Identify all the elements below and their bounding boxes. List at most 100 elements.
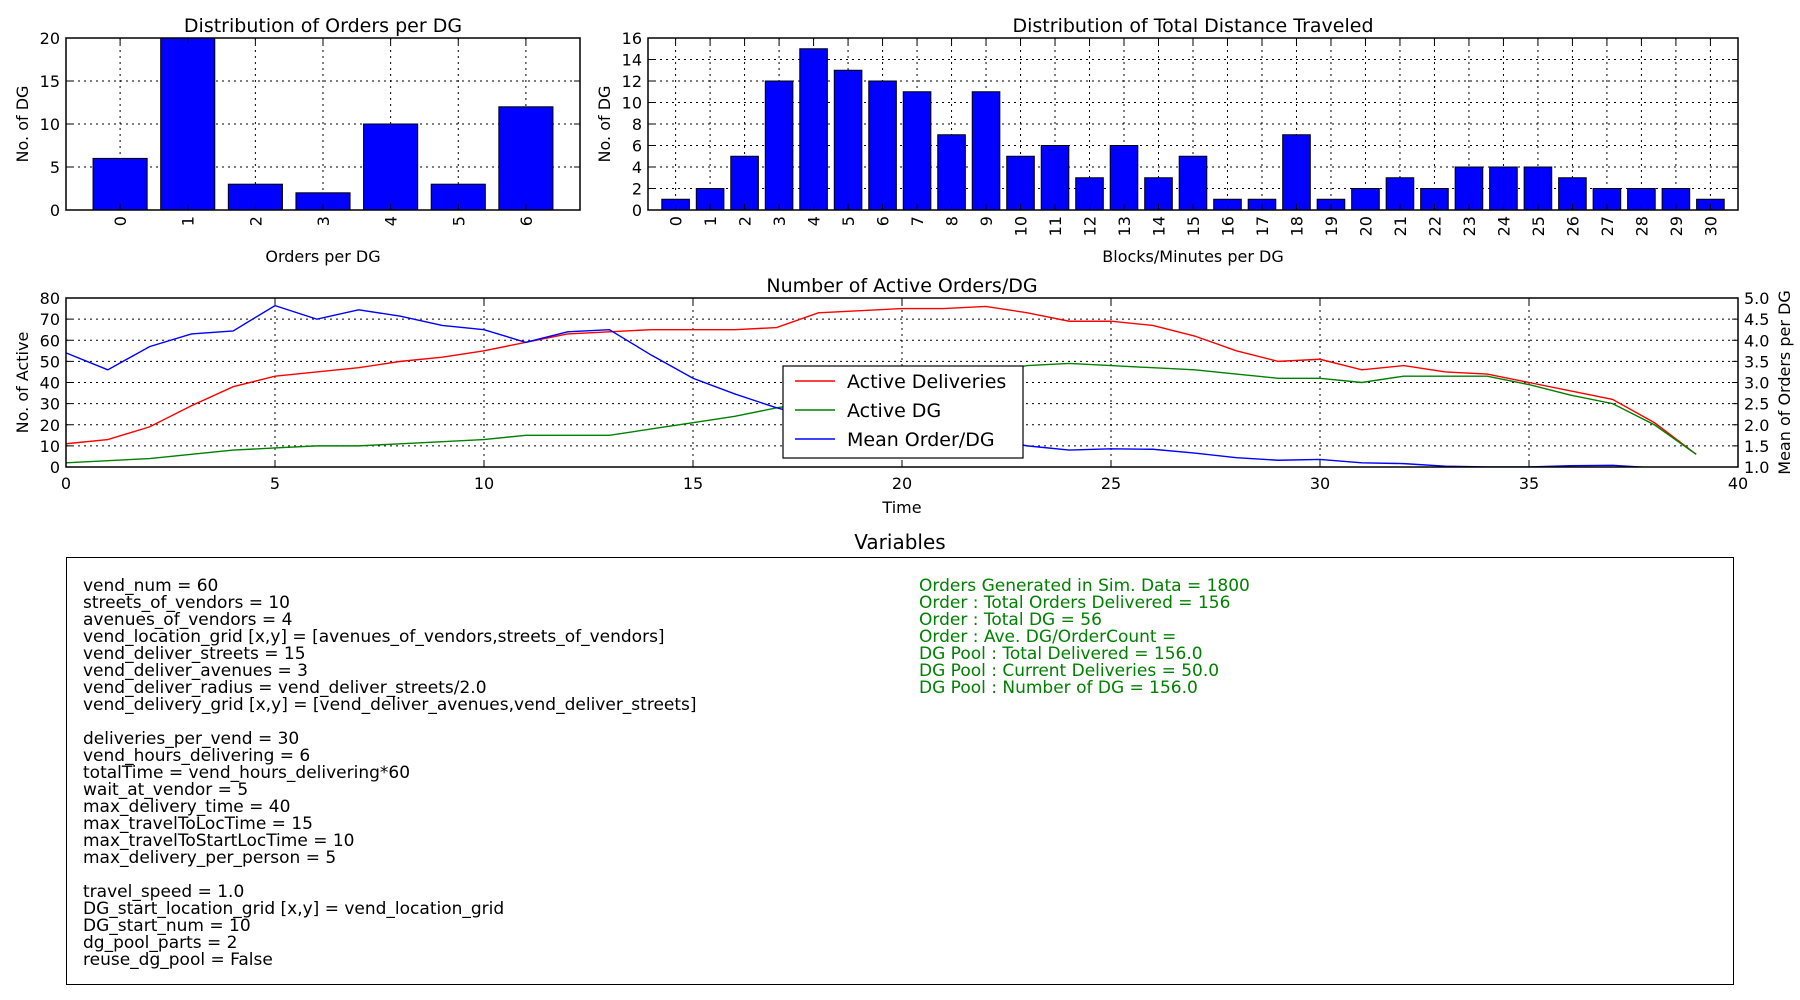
stat-line: DG Pool : Number of DG = 156.0 (919, 678, 1198, 698)
orders-chart-ytick-label: 15 (40, 72, 60, 91)
variable-line: dg_pool_parts = 2 (83, 933, 238, 953)
active-chart-xtick-label: 15 (683, 474, 703, 493)
variable-line: vend_hours_delivering = 6 (83, 746, 311, 766)
active-chart-ytick-label: 10 (40, 437, 60, 456)
distance-chart-xtick-label: 8 (943, 216, 962, 226)
variable-line: vend_deliver_radius = vend_deliver_stree… (83, 678, 487, 698)
variable-line: max_travelToStartLocTime = 10 (83, 831, 355, 851)
orders-chart-bar (92, 157, 148, 211)
active-chart-legend-label: Active Deliveries (847, 371, 1006, 393)
distance-chart-title: Distribution of Total Distance Traveled (1013, 15, 1374, 37)
distance-chart-bar (1282, 134, 1311, 211)
distance-chart-xtick-label: 18 (1287, 216, 1306, 236)
orders-chart-ytick-label: 5 (50, 158, 60, 177)
variable-line: max_delivery_per_person = 5 (83, 848, 337, 868)
variable-line: DG_start_location_grid [x,y] = vend_loca… (83, 899, 505, 919)
distance-chart-xtick-label: 22 (1425, 216, 1444, 236)
stat-line: DG Pool : Current Deliveries = 50.0 (919, 661, 1220, 681)
active-chart-ytick-label: 20 (40, 416, 60, 435)
orders-chart-xtick-label: 6 (517, 216, 536, 226)
distance-chart-bar (764, 80, 794, 211)
distance-chart-ytick-label: 4 (632, 158, 642, 177)
active-chart-ytick-right-label: 3.0 (1744, 374, 1769, 393)
distance-chart-bar (902, 91, 932, 211)
variable-line: vend_deliver_avenues = 3 (83, 661, 308, 681)
active-chart-ytick-label: 30 (40, 395, 60, 414)
orders-chart-xtick-label: 4 (382, 216, 401, 226)
orders-chart-bar (498, 106, 554, 211)
distance-chart-bar (833, 69, 863, 211)
distance-chart-xtick-label: 17 (1253, 216, 1272, 236)
active-chart-xtick-label: 5 (270, 474, 280, 493)
distance-chart-xtick-label: 12 (1081, 216, 1100, 236)
orders-chart-xtick-label: 1 (179, 216, 198, 226)
variable-line: max_delivery_time = 40 (83, 797, 291, 817)
distance-chart-ytick-label: 10 (622, 94, 642, 113)
distance-chart-bar (937, 134, 966, 211)
variables-left-column: vend_num = 60 streets_of_vendors = 10 aven… (83, 578, 697, 969)
variables-right-column: Orders Generated in Sim. Data = 1800 Orde… (919, 578, 1250, 697)
orders-chart-xtick-label: 2 (246, 216, 265, 226)
variable-line: vend_delivery_grid [x,y] = [vend_deliver… (83, 695, 697, 715)
distance-chart-ytick-label: 0 (632, 201, 642, 220)
active-chart-xtick-label: 25 (1101, 474, 1121, 493)
active-chart-ylabel-right: Mean of Orders per DG (1775, 290, 1794, 474)
distance-chart-xtick-label: 7 (908, 216, 927, 226)
distance-chart-xtick-label: 10 (1012, 216, 1031, 236)
active-chart-xtick-label: 30 (1310, 474, 1330, 493)
active-chart-xtick-label: 10 (474, 474, 494, 493)
distance-chart-ytick-label: 14 (622, 51, 642, 70)
distance-chart-ytick-label: 6 (632, 137, 642, 156)
active-chart-xtick-label: 0 (61, 474, 71, 493)
distance-chart-ytick-label: 2 (632, 180, 642, 199)
orders-chart-ylabel: No. of DG (13, 86, 32, 163)
active-chart-ytick-label: 80 (40, 289, 60, 308)
distance-chart-ytick-label: 12 (622, 72, 642, 91)
distance-chart-xtick-label: 13 (1115, 216, 1134, 236)
distance-chart-xtick-label: 4 (805, 216, 824, 226)
distance-chart-xtick-label: 15 (1184, 216, 1203, 236)
active-chart-xlabel: Time (881, 498, 921, 517)
variable-line: DG_start_num = 10 (83, 916, 251, 936)
variable-line: reuse_dg_pool = False (83, 950, 273, 970)
orders-chart-xtick-label: 0 (111, 216, 130, 226)
stat-line: DG Pool : Total Delivered = 156.0 (919, 644, 1203, 664)
distance-chart-bar (1178, 155, 1208, 211)
active-chart-ytick-label: 70 (40, 310, 60, 329)
distance-chart-bar (971, 91, 1001, 211)
active-chart-ytick-right-label: 4.5 (1744, 310, 1769, 329)
orders-chart-bar (363, 123, 419, 211)
orders-chart-ytick-label: 10 (40, 115, 60, 134)
variable-line: max_travelToLocTime = 15 (83, 814, 313, 834)
distance-chart-xtick-label: 14 (1150, 216, 1169, 236)
active-chart-ytick-label: 0 (50, 458, 60, 477)
distance-chart-xtick-label: 25 (1529, 216, 1548, 236)
stat-line: Order : Ave. DG/OrderCount = (919, 627, 1177, 647)
active-chart-ytick-label: 40 (40, 374, 60, 393)
distance-chart-xtick-label: 1 (701, 216, 720, 226)
variable-line: vend_location_grid [x,y] = [avenues_of_v… (83, 627, 665, 647)
distance-chart-xtick-label: 16 (1218, 216, 1237, 236)
distance-chart-bar (1040, 145, 1070, 211)
distance-chart-xtick-label: 23 (1460, 216, 1479, 236)
stat-line: Order : Total Orders Delivered = 156 (919, 593, 1231, 613)
active-chart-ytick-right-label: 5.0 (1744, 289, 1769, 308)
distance-chart-bar (799, 48, 828, 211)
distance-chart-bar (730, 155, 759, 211)
distance-chart-xtick-label: 3 (770, 216, 789, 226)
distance-chart-xtick-label: 21 (1391, 216, 1410, 236)
orders-chart-xlabel: Orders per DG (265, 247, 380, 266)
variable-line: totalTime = vend_hours_delivering*60 (83, 763, 411, 783)
variable-line: vend_deliver_streets = 15 (83, 644, 306, 664)
distance-chart-bar (1489, 166, 1518, 211)
orders-chart-ytick-label: 20 (40, 29, 60, 48)
distance-chart-xtick-label: 9 (977, 216, 996, 226)
active-chart-legend-label: Active DG (847, 400, 941, 422)
variable-line: vend_num = 60 (83, 576, 219, 596)
distance-chart-bar (1523, 166, 1553, 211)
variables-title: Variables (854, 530, 946, 554)
distance-chart-xtick-label: 24 (1494, 216, 1513, 236)
distance-chart-xtick-label: 0 (667, 216, 686, 226)
active-chart-ytick-label: 50 (40, 352, 60, 371)
